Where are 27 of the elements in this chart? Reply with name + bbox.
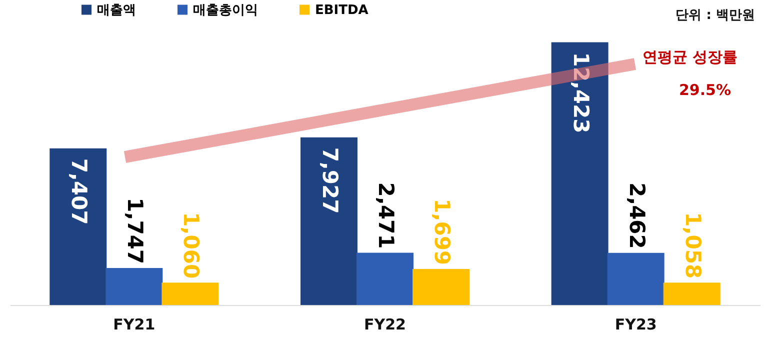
data-label: 1,747 <box>123 198 148 264</box>
x-tick-label: FY22 <box>364 316 406 334</box>
annotation: 29.5% <box>678 81 732 99</box>
data-label: 7,407 <box>67 158 92 225</box>
legend-label: 매출총이익 <box>193 2 258 18</box>
data-label: 2,462 <box>624 182 649 249</box>
bar <box>607 252 664 305</box>
text: 단위 : 백만원 <box>676 8 755 23</box>
legend-label: EBITDA <box>315 2 368 18</box>
bar <box>300 137 358 305</box>
data-label: 7,927 <box>318 147 342 214</box>
bar <box>106 268 163 305</box>
bar <box>412 269 470 305</box>
data-label: 2,471 <box>374 182 398 249</box>
data-label: 1,060 <box>179 212 204 279</box>
bar <box>356 252 414 305</box>
bar <box>663 282 720 305</box>
bar <box>50 148 107 305</box>
x-tick-label: FY21 <box>113 316 156 334</box>
data-label: 1,058 <box>680 212 705 279</box>
bar <box>551 42 608 305</box>
data-label: 12,423 <box>568 52 593 134</box>
bar <box>162 282 219 305</box>
x-tick-label: FY23 <box>614 316 657 334</box>
data-label: 1,699 <box>430 198 454 266</box>
legend-label: 매출액 <box>97 2 136 18</box>
annotation: 연평균 성장률 <box>642 48 738 66</box>
